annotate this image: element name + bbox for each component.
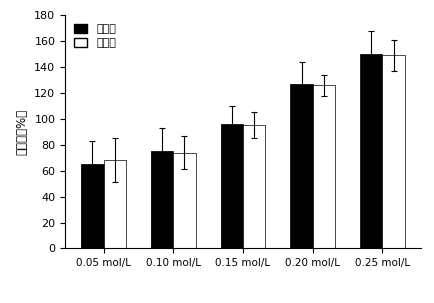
Bar bbox=[221, 124, 243, 248]
Legend: 三价砷, 五价砷: 三价砷, 五价砷 bbox=[71, 21, 119, 52]
Bar bbox=[173, 152, 196, 248]
Bar bbox=[243, 125, 265, 248]
Bar bbox=[313, 85, 335, 248]
Bar bbox=[151, 151, 173, 248]
Bar bbox=[81, 164, 104, 248]
Y-axis label: 回收率（%）: 回收率（%） bbox=[16, 109, 29, 155]
Bar bbox=[290, 84, 313, 248]
Bar bbox=[360, 54, 382, 248]
Bar bbox=[104, 160, 126, 248]
Bar bbox=[382, 55, 405, 248]
